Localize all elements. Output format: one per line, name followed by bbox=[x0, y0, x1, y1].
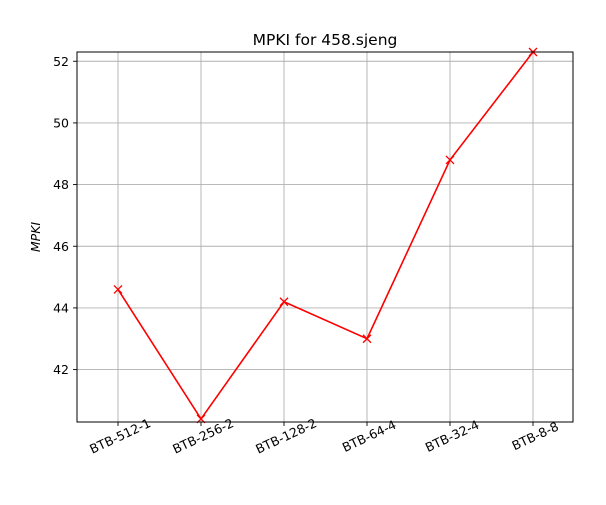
y-tick-label: 48 bbox=[53, 177, 69, 192]
y-tick-label: 52 bbox=[53, 54, 69, 69]
marker-stroke bbox=[445, 155, 455, 165]
x-tick-label: BTB-512-1 bbox=[87, 415, 153, 456]
chart-title: MPKI for 458.sjeng bbox=[253, 31, 398, 49]
marker-stroke bbox=[279, 297, 289, 307]
x-axis-ticks: BTB-512-1 BTB-256-2 BTB-128-2 BTB-64-4 BTB-3… bbox=[87, 415, 561, 456]
data-series bbox=[113, 47, 538, 424]
marker-stroke bbox=[362, 334, 372, 344]
data-point-marker bbox=[362, 334, 372, 344]
x-tick-label: BTB-64-4 bbox=[340, 417, 399, 455]
plot-frame bbox=[76, 51, 574, 423]
grid bbox=[77, 52, 573, 422]
series-line bbox=[117, 51, 534, 421]
data-point-marker bbox=[113, 284, 123, 294]
data-point-marker bbox=[445, 155, 455, 165]
y-tick-label: 42 bbox=[53, 362, 69, 377]
x-tick-label: BTB-128-2 bbox=[253, 415, 319, 456]
x-tick-label: BTB-32-4 bbox=[423, 417, 482, 455]
y-tick-label: 46 bbox=[53, 239, 69, 254]
y-tick-label: 44 bbox=[53, 300, 69, 315]
y-axis-ticks: 42 44 46 48 50 52 bbox=[53, 54, 77, 377]
y-axis-label: MPKI bbox=[28, 222, 43, 253]
marker-stroke bbox=[113, 284, 123, 294]
x-tick-label: BTB-8-8 bbox=[509, 419, 560, 454]
data-point-marker bbox=[279, 297, 289, 307]
y-tick-label: 50 bbox=[53, 115, 69, 130]
